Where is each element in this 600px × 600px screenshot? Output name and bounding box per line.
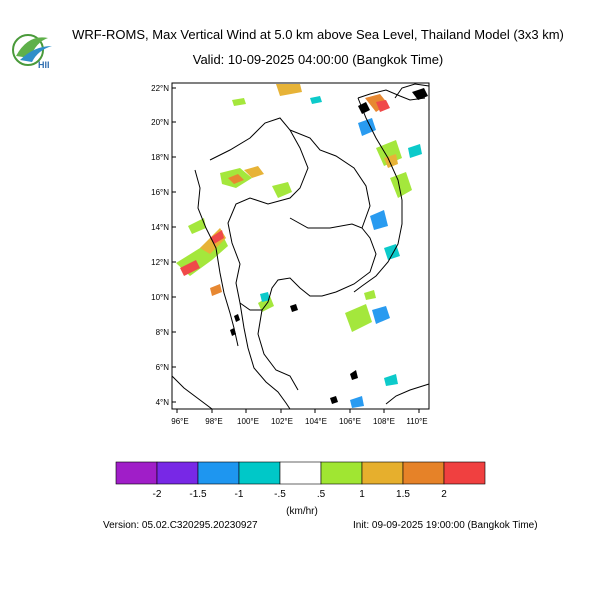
field-patch bbox=[358, 118, 376, 136]
lat-tick-label: 8°N bbox=[156, 328, 170, 337]
coastline-borneo bbox=[385, 383, 430, 405]
lat-tick-label: 22°N bbox=[151, 84, 169, 93]
lon-tick-label: 100°E bbox=[237, 417, 259, 426]
field-patch bbox=[272, 182, 292, 198]
lat-tick-label: 4°N bbox=[156, 398, 170, 407]
lat-tick-label: 18°N bbox=[151, 153, 169, 162]
colorbar-box bbox=[402, 461, 445, 485]
valid-time: Valid: 10-09-2025 04:00:00 (Bangkok Time… bbox=[192, 52, 444, 67]
colorbar-label: .5 bbox=[317, 489, 326, 500]
island bbox=[290, 304, 298, 312]
colorbar-box bbox=[156, 461, 199, 485]
field-patch bbox=[350, 396, 364, 408]
field-patch bbox=[260, 292, 270, 302]
colorbar-label: -.5 bbox=[274, 489, 286, 500]
coastline-peninsula-east bbox=[257, 309, 299, 391]
colorbar-box bbox=[361, 461, 404, 485]
island bbox=[230, 328, 236, 336]
field-patch bbox=[376, 100, 390, 112]
border-laos bbox=[289, 129, 371, 229]
colorbar-label: -1.5 bbox=[189, 489, 207, 500]
colorbar-label: -1 bbox=[235, 489, 244, 500]
field-patch bbox=[180, 260, 200, 276]
lat-tick-label: 10°N bbox=[151, 293, 169, 302]
colorbar-boxes bbox=[115, 461, 486, 485]
coastline-peninsula bbox=[239, 302, 291, 410]
map-plot: 4°N 6°N 8°N 10°N 12°N 14°N 16°N 18°N 20°… bbox=[151, 82, 430, 426]
field-patch bbox=[188, 218, 206, 234]
coast-blobs bbox=[230, 88, 428, 404]
hii-logo-icon: HII bbox=[12, 34, 52, 70]
colorbar-label: 1 bbox=[359, 489, 365, 500]
island bbox=[412, 88, 428, 100]
field-patch bbox=[384, 374, 398, 386]
colorbar-box bbox=[238, 461, 281, 485]
lon-tick-label: 102°E bbox=[271, 417, 293, 426]
colorbar-unit: (km/hr) bbox=[286, 506, 318, 517]
lon-tick-label: 98°E bbox=[205, 417, 222, 426]
page-title: WRF-ROMS, Max Vertical Wind at 5.0 km ab… bbox=[72, 27, 564, 42]
colorbar-label: -2 bbox=[153, 489, 162, 500]
field-patch bbox=[244, 166, 264, 178]
lon-tick-label: 96°E bbox=[171, 417, 188, 426]
field-patch bbox=[370, 210, 388, 230]
coastline-vietnam-north bbox=[357, 89, 426, 101]
lon-tick-label: 106°E bbox=[339, 417, 361, 426]
colorbar-box bbox=[197, 461, 240, 485]
field-patch bbox=[276, 84, 302, 96]
island bbox=[330, 396, 338, 404]
version-text: Version: 05.02.C320295.20230927 bbox=[103, 520, 258, 531]
coastline-vietnam bbox=[353, 97, 403, 293]
coastline-china bbox=[394, 83, 430, 99]
field-patch bbox=[372, 306, 390, 324]
logo-text: HII bbox=[38, 60, 50, 70]
coastline-sumatra bbox=[171, 375, 213, 410]
wind-field bbox=[176, 84, 422, 408]
colorbar-box bbox=[443, 461, 486, 485]
border bbox=[209, 117, 309, 304]
lat-tick-label: 14°N bbox=[151, 223, 169, 232]
lat-tick-label: 20°N bbox=[151, 118, 169, 127]
lon-tick-label: 110°E bbox=[406, 417, 427, 426]
island bbox=[234, 314, 240, 322]
field-patch bbox=[345, 304, 372, 332]
lat-tick-label: 12°N bbox=[151, 258, 169, 267]
lat-tick-label: 16°N bbox=[151, 188, 169, 197]
lat-axis: 4°N 6°N 8°N 10°N 12°N 14°N 16°N 18°N 20°… bbox=[151, 84, 176, 407]
field-patch bbox=[232, 98, 246, 106]
field-patch bbox=[364, 290, 376, 300]
coastlines bbox=[171, 83, 430, 410]
coastline-west bbox=[194, 169, 239, 347]
field-patch bbox=[310, 96, 322, 104]
field-patch bbox=[390, 172, 412, 198]
colorbar-labels: -2 -1.5 -1 -.5 .5 1 1.5 2 bbox=[153, 489, 448, 500]
colorbar-box bbox=[115, 461, 158, 485]
field-patch bbox=[210, 230, 224, 244]
colorbar-box bbox=[279, 461, 322, 485]
colorbar-label: 1.5 bbox=[396, 489, 410, 500]
field-patch bbox=[210, 284, 222, 296]
colorbar-label: 2 bbox=[441, 489, 447, 500]
colorbar-box bbox=[320, 461, 363, 485]
lon-axis: 96°E 98°E 100°E 102°E 104°E 106°E 108°E … bbox=[171, 409, 428, 426]
field-patch bbox=[228, 174, 244, 184]
coastline-gulf bbox=[239, 277, 337, 311]
island bbox=[350, 370, 358, 380]
lat-tick-label: 6°N bbox=[156, 363, 170, 372]
lon-tick-label: 104°E bbox=[305, 417, 327, 426]
init-time: Init: 09-09-2025 19:00:00 (Bangkok Time) bbox=[353, 520, 538, 531]
island bbox=[358, 102, 370, 114]
field-patch bbox=[408, 144, 422, 158]
border-cambodia bbox=[289, 217, 377, 293]
colorbar: -2 -1.5 -1 -.5 .5 1 1.5 2 (km/hr) bbox=[115, 461, 486, 517]
lon-tick-label: 108°E bbox=[373, 417, 395, 426]
